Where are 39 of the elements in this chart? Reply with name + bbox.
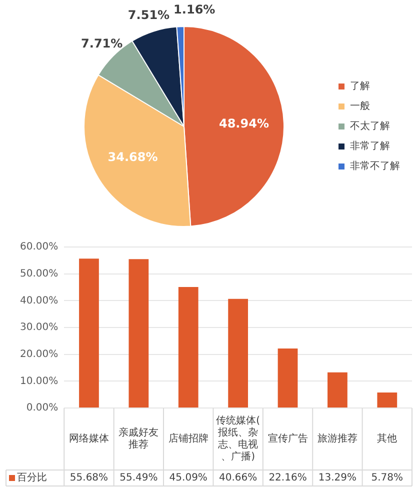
x-tick-label: 店铺招牌 [168,432,208,445]
data-label: 48.94% [218,116,269,131]
text: 55.49% [120,472,158,484]
text: 22.16% [268,472,307,484]
legend-label: 非常了解 [350,140,390,152]
text: 55.68% [70,472,108,484]
x-tick-label: 旅游推荐 [317,432,358,445]
legend-label: 一般 [350,101,370,112]
y-tick-label: 50.00% [20,268,58,280]
y-tick-label: 60.00% [20,242,58,253]
bar [128,259,149,408]
legend-label: 百分比 [17,472,47,484]
x-tick-label: 传统媒体(报纸、杂志、电视、广播) [216,414,260,463]
y-tick-label: 40.00% [20,295,58,306]
legend-label: 非常不了解 [350,160,400,172]
text: 40.66% [218,472,258,484]
y-tick-label: 30.00% [20,322,58,334]
x-tick-label: 亲戚好友推荐 [118,426,159,451]
y-tick-label: 0.00% [26,402,58,414]
x-tick-label: 其他 [377,432,398,445]
bar [79,258,99,408]
legend-label: 了解 [350,81,370,92]
y-tick-label: 10.00% [20,376,58,387]
x-tick-label: 网络媒体 [68,432,109,445]
bar [377,392,398,408]
bar [328,372,348,408]
bar [178,287,198,408]
text: 13.29% [318,472,357,484]
data-label: 34.68% [108,150,158,164]
bar [278,348,298,408]
data-label: 7.71% [81,36,123,51]
y-tick-label: 20.00% [20,348,58,360]
legend-label: 不太了解 [350,120,390,132]
data-label: 1.16% [174,2,216,17]
text: 45.09% [169,472,208,484]
text: 5.78% [371,472,404,484]
data-label: 7.51% [128,8,170,22]
bar [228,298,248,408]
x-tick-label: 宣传广告 [268,432,308,445]
